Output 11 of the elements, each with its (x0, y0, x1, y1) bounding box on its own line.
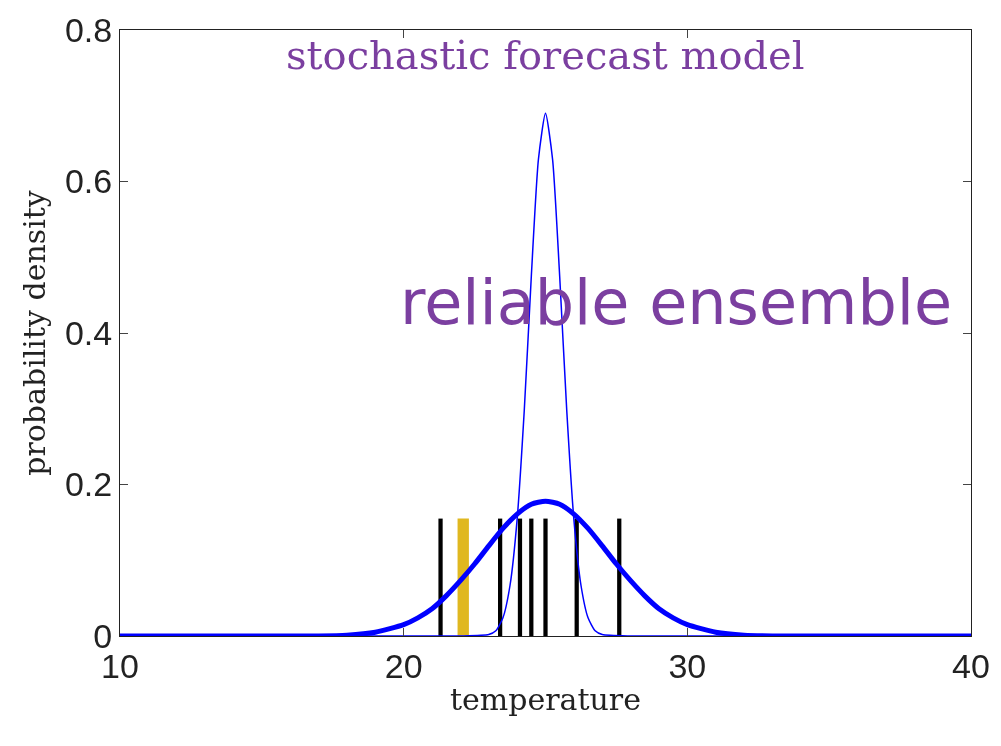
x-tick-label: 40 (952, 646, 990, 685)
x-tick-label: 20 (384, 646, 423, 685)
y-tick-label: 0.6 (64, 162, 113, 201)
y-axis-title: probability density (16, 190, 52, 476)
y-tick-label: 0.2 (64, 465, 113, 504)
y-tick-label: 0 (93, 616, 113, 655)
x-axis-title: temperature (450, 682, 641, 718)
y-tick-label: 0.8 (64, 10, 113, 49)
y-tick-label: 0.4 (64, 313, 113, 352)
annotation: stochastic forecast model (286, 32, 805, 78)
x-tick-label: 30 (668, 646, 707, 685)
